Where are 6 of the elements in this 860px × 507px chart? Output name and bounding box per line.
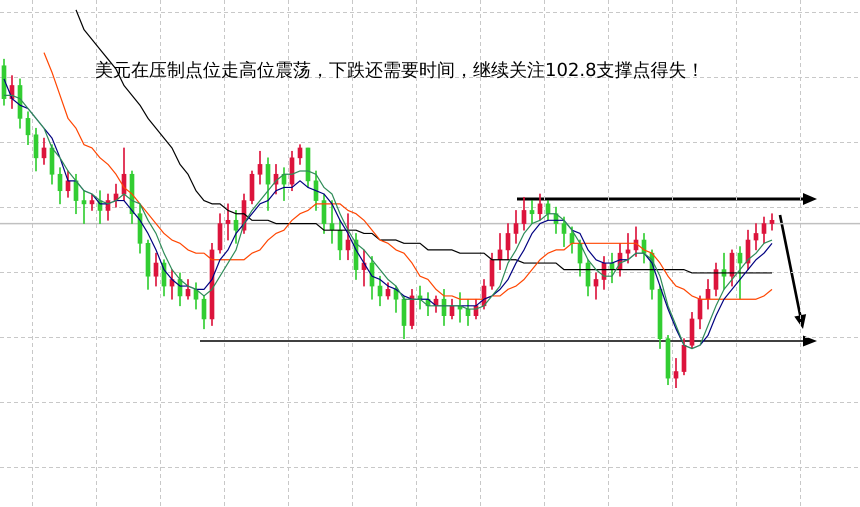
- candlestick: [226, 204, 230, 240]
- candlestick: [674, 358, 678, 388]
- candlestick: [82, 190, 86, 224]
- candlestick: [626, 233, 630, 264]
- candlestick: [530, 200, 534, 224]
- candlestick: [770, 213, 774, 230]
